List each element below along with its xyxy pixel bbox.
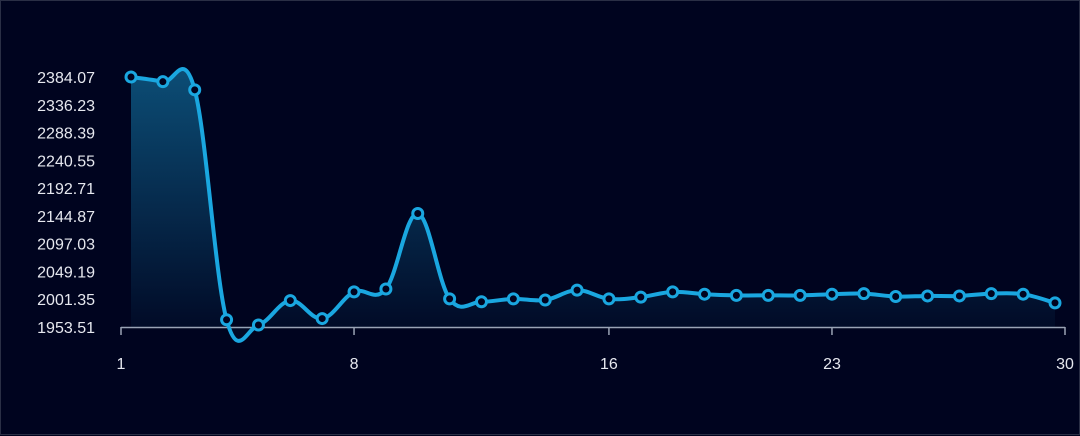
data-point[interactable] bbox=[984, 287, 998, 301]
data-point[interactable] bbox=[124, 70, 138, 84]
y-tick-label: 2144.87 bbox=[37, 209, 95, 226]
data-point[interactable] bbox=[825, 287, 839, 301]
data-point[interactable] bbox=[474, 295, 488, 309]
x-tick-label: 1 bbox=[117, 356, 126, 373]
data-point[interactable] bbox=[283, 294, 297, 308]
data-point[interactable] bbox=[506, 292, 520, 306]
x-tick-label: 30 bbox=[1056, 356, 1074, 373]
data-point[interactable] bbox=[315, 312, 329, 326]
data-point[interactable] bbox=[570, 283, 584, 297]
x-axis: 1 8 16 23 30 bbox=[117, 326, 1074, 373]
data-point[interactable] bbox=[538, 293, 552, 307]
y-tick-label: 1953.51 bbox=[37, 320, 95, 337]
y-tick-label: 2240.55 bbox=[37, 153, 95, 170]
data-point[interactable] bbox=[411, 206, 425, 220]
data-point[interactable] bbox=[1048, 296, 1062, 310]
data-point[interactable] bbox=[889, 290, 903, 304]
data-point[interactable] bbox=[188, 83, 202, 97]
data-points bbox=[124, 70, 1062, 332]
data-point[interactable] bbox=[666, 285, 680, 299]
data-point[interactable] bbox=[952, 289, 966, 303]
data-point[interactable] bbox=[857, 287, 871, 301]
y-tick-label: 2192.71 bbox=[37, 181, 95, 198]
area-fill bbox=[131, 69, 1055, 341]
y-tick-label: 2001.35 bbox=[37, 292, 95, 309]
data-point[interactable] bbox=[698, 287, 712, 301]
y-tick-label: 2384.07 bbox=[37, 70, 95, 87]
y-axis-labels: 1953.51 2001.35 2049.19 2097.03 2144.87 2192.… bbox=[37, 70, 95, 337]
data-point[interactable] bbox=[729, 288, 743, 302]
data-point[interactable] bbox=[347, 285, 361, 299]
y-tick-label: 2336.23 bbox=[37, 98, 95, 115]
x-tick-label: 16 bbox=[600, 356, 618, 373]
data-point[interactable] bbox=[443, 292, 457, 306]
data-point[interactable] bbox=[251, 318, 265, 332]
x-tick-label: 8 bbox=[350, 356, 359, 373]
x-tick-label: 23 bbox=[823, 356, 841, 373]
y-tick-label: 2049.19 bbox=[37, 264, 95, 281]
data-point[interactable] bbox=[602, 292, 616, 306]
y-tick-label: 2097.03 bbox=[37, 237, 95, 254]
data-point[interactable] bbox=[379, 282, 393, 296]
data-point[interactable] bbox=[921, 289, 935, 303]
data-point[interactable] bbox=[220, 313, 234, 327]
data-point[interactable] bbox=[793, 288, 807, 302]
y-tick-label: 2288.39 bbox=[37, 126, 95, 143]
data-point[interactable] bbox=[1016, 287, 1030, 301]
data-point[interactable] bbox=[761, 288, 775, 302]
data-point[interactable] bbox=[634, 290, 648, 304]
data-point[interactable] bbox=[156, 75, 170, 89]
